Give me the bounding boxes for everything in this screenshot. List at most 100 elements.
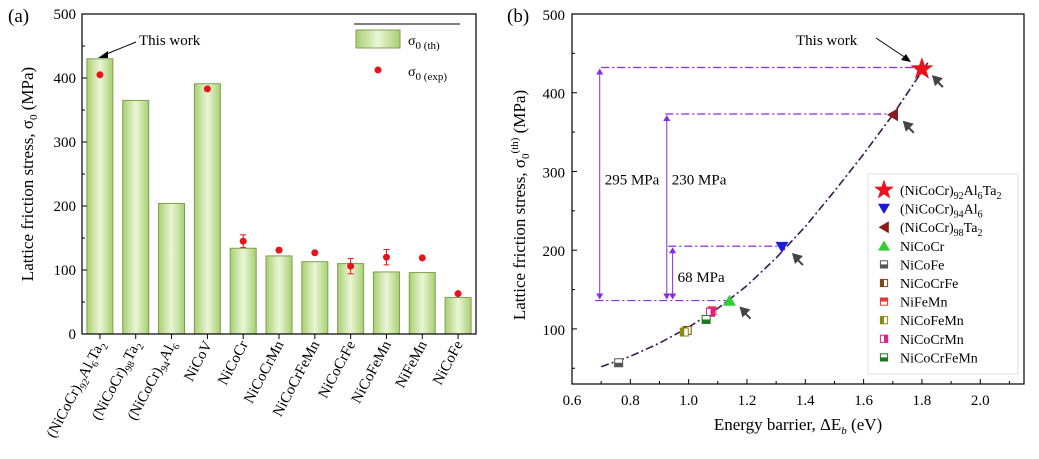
x-tick-label-0-part: Ta bbox=[85, 342, 106, 363]
legend-marker-9 bbox=[879, 353, 889, 362]
x-tick-label-1-part: Ta bbox=[121, 342, 142, 363]
legend-label-9: NiCoCrFeMn bbox=[900, 351, 978, 366]
legend-exp-label: σ0 (exp) bbox=[408, 65, 447, 83]
exp-point-9 bbox=[418, 254, 426, 262]
b-y-tick-label-4: 500 bbox=[543, 8, 566, 24]
panel-a-this-work-arrowhead bbox=[98, 51, 108, 58]
panel-b-x-ticks: 0.6 0.8 1.0 1.2 1.4 1.6 1.8 2.0 bbox=[563, 379, 1010, 409]
legend-label-7-base: NiCoFeMn bbox=[900, 314, 964, 329]
pointer-arrow-tail-0 bbox=[935, 79, 944, 88]
legend-label-7: NiCoFeMn bbox=[900, 314, 964, 329]
y-tick-label-4: 400 bbox=[54, 71, 77, 87]
exp-point-6 bbox=[311, 249, 319, 257]
panel-a-y-axis-label-main: Lattice friction stress, σ bbox=[18, 120, 37, 281]
difference-arrow-up-0 bbox=[596, 68, 604, 75]
panel-b-x-axis-label: Energy barrier, ΔEb (eV) bbox=[714, 415, 882, 437]
bar-3 bbox=[193, 83, 221, 335]
x-tick-label-4-base: NiCoCr bbox=[215, 338, 251, 387]
legend-label-4-base: NiCoFe bbox=[900, 258, 944, 273]
panel-b-fit-curve bbox=[600, 62, 929, 368]
b-x-tick-label-2: 1.0 bbox=[679, 393, 698, 409]
legend-marker-5 bbox=[879, 278, 889, 288]
x-tick-label-0-part: 6 bbox=[90, 360, 102, 370]
exp-point-0 bbox=[96, 71, 104, 79]
legend-label-0-part: 6 bbox=[978, 191, 983, 202]
difference-arrow-down-1 bbox=[663, 293, 671, 300]
panel-a-y-axis-label-sub: 0 bbox=[28, 114, 40, 120]
panel-b-this-work-arrowhead bbox=[901, 54, 911, 62]
bar-9 bbox=[408, 272, 436, 335]
point-1 bbox=[775, 241, 789, 253]
x-tick-label-3: NiCoV bbox=[181, 338, 216, 384]
panel-b-x-axis-label-main: Energy barrier, ΔE bbox=[714, 415, 841, 434]
panel-a-points bbox=[96, 71, 462, 298]
bar-4 bbox=[229, 247, 257, 335]
exp-point-8 bbox=[382, 253, 390, 261]
legend-label-3-base: NiCoCr bbox=[900, 240, 945, 255]
x-tick-label-1-part: 2 bbox=[135, 342, 147, 352]
bar-5 bbox=[265, 255, 293, 335]
legend-label-2-part: 2 bbox=[977, 228, 982, 239]
legend-label-6-base: NiFeMn bbox=[900, 296, 947, 311]
panel-a-y-axis-label-unit: (MPa) bbox=[18, 67, 37, 115]
panel-b-label: (b) bbox=[507, 6, 529, 27]
panel-b-points bbox=[614, 57, 934, 368]
legend-label-0: (NiCoCr)92Al6Ta2 bbox=[900, 184, 1001, 202]
difference-label-1: 230 MPa bbox=[672, 172, 727, 188]
legend-label-9-base: NiCoCrFeMn bbox=[900, 351, 978, 366]
difference-label-2: 68 MPa bbox=[678, 270, 725, 286]
legend-label-6: NiFeMn bbox=[900, 296, 947, 311]
panel-a-label: (a) bbox=[8, 6, 29, 27]
panel-b-reference-lines bbox=[595, 66, 922, 302]
legend-label-2-part: Ta bbox=[964, 221, 979, 236]
legend-label-0-part: Ta bbox=[983, 184, 998, 199]
panel-b-x-axis-label-unit: (eV) bbox=[847, 415, 882, 434]
panel-b-this-work-label: This work bbox=[796, 33, 858, 49]
difference-label-0: 295 MPa bbox=[605, 172, 660, 188]
legend-label-0-part: 2 bbox=[996, 191, 1001, 202]
panel-b-pointer-arrows bbox=[739, 75, 944, 320]
x-tick-label-2-part: 6 bbox=[171, 342, 183, 352]
y-tick-label-0: 0 bbox=[69, 327, 77, 343]
panel-b-legend-box bbox=[867, 173, 1019, 375]
legend-marker-6 bbox=[879, 297, 889, 306]
pointer-arrow-tail-2 bbox=[906, 125, 915, 134]
legend-exp-dot bbox=[374, 66, 382, 74]
exp-point-10 bbox=[454, 290, 462, 298]
exp-point-3 bbox=[203, 85, 211, 93]
b-x-tick-label-4: 1.4 bbox=[796, 393, 815, 409]
b-x-tick-label-3: 1.2 bbox=[738, 393, 757, 409]
legend-label-3: NiCoCr bbox=[900, 240, 945, 255]
legend-label-1-part: Al bbox=[964, 203, 978, 218]
exp-point-5 bbox=[275, 246, 283, 254]
panel-b-x-axis-label-sub: b bbox=[841, 425, 847, 437]
bar-6 bbox=[301, 261, 329, 335]
panel-b-y-ticks: 100 200 300 400 500 bbox=[543, 8, 577, 369]
legend-label-0-base: (NiCoCr) bbox=[900, 184, 954, 199]
y-tick-label-2: 200 bbox=[54, 199, 77, 215]
pointer-arrow-tail-1 bbox=[795, 257, 804, 266]
difference-arrow-down-0 bbox=[596, 293, 604, 300]
panel-b-legend: (NiCoCr)92Al6Ta2(NiCoCr)94Al6(NiCoCr)98T… bbox=[867, 173, 1019, 375]
bar-10 bbox=[444, 297, 472, 335]
difference-arrow-up-2 bbox=[669, 247, 677, 254]
legend-label-1: (NiCoCr)94Al6 bbox=[900, 203, 983, 221]
panel-b-frame bbox=[571, 13, 1025, 385]
panel-b-y-axis-label-main: Lattice friction stress, σ bbox=[510, 159, 529, 320]
panel-b-this-work-arrow bbox=[875, 37, 907, 59]
b-x-tick-label-1: 0.8 bbox=[621, 393, 640, 409]
x-tick-label-4: NiCoCr bbox=[215, 338, 251, 387]
point-4 bbox=[614, 358, 624, 368]
b-x-tick-label-6: 1.8 bbox=[913, 393, 932, 409]
legend-label-1-part: 6 bbox=[978, 210, 983, 221]
x-tick-label-9-base: NiFeMn bbox=[393, 338, 431, 391]
point-9 bbox=[701, 314, 711, 324]
legend-label-5: NiCoCrFe bbox=[900, 277, 958, 292]
difference-arrow-up-1 bbox=[663, 114, 671, 121]
panel-b-y-axis-label-sup: (th) bbox=[509, 137, 521, 153]
legend-label-5-base: NiCoCrFe bbox=[900, 277, 958, 292]
x-tick-label-2-part: 94 bbox=[159, 360, 173, 374]
legend-label-2: (NiCoCr)98Ta2 bbox=[900, 221, 982, 239]
